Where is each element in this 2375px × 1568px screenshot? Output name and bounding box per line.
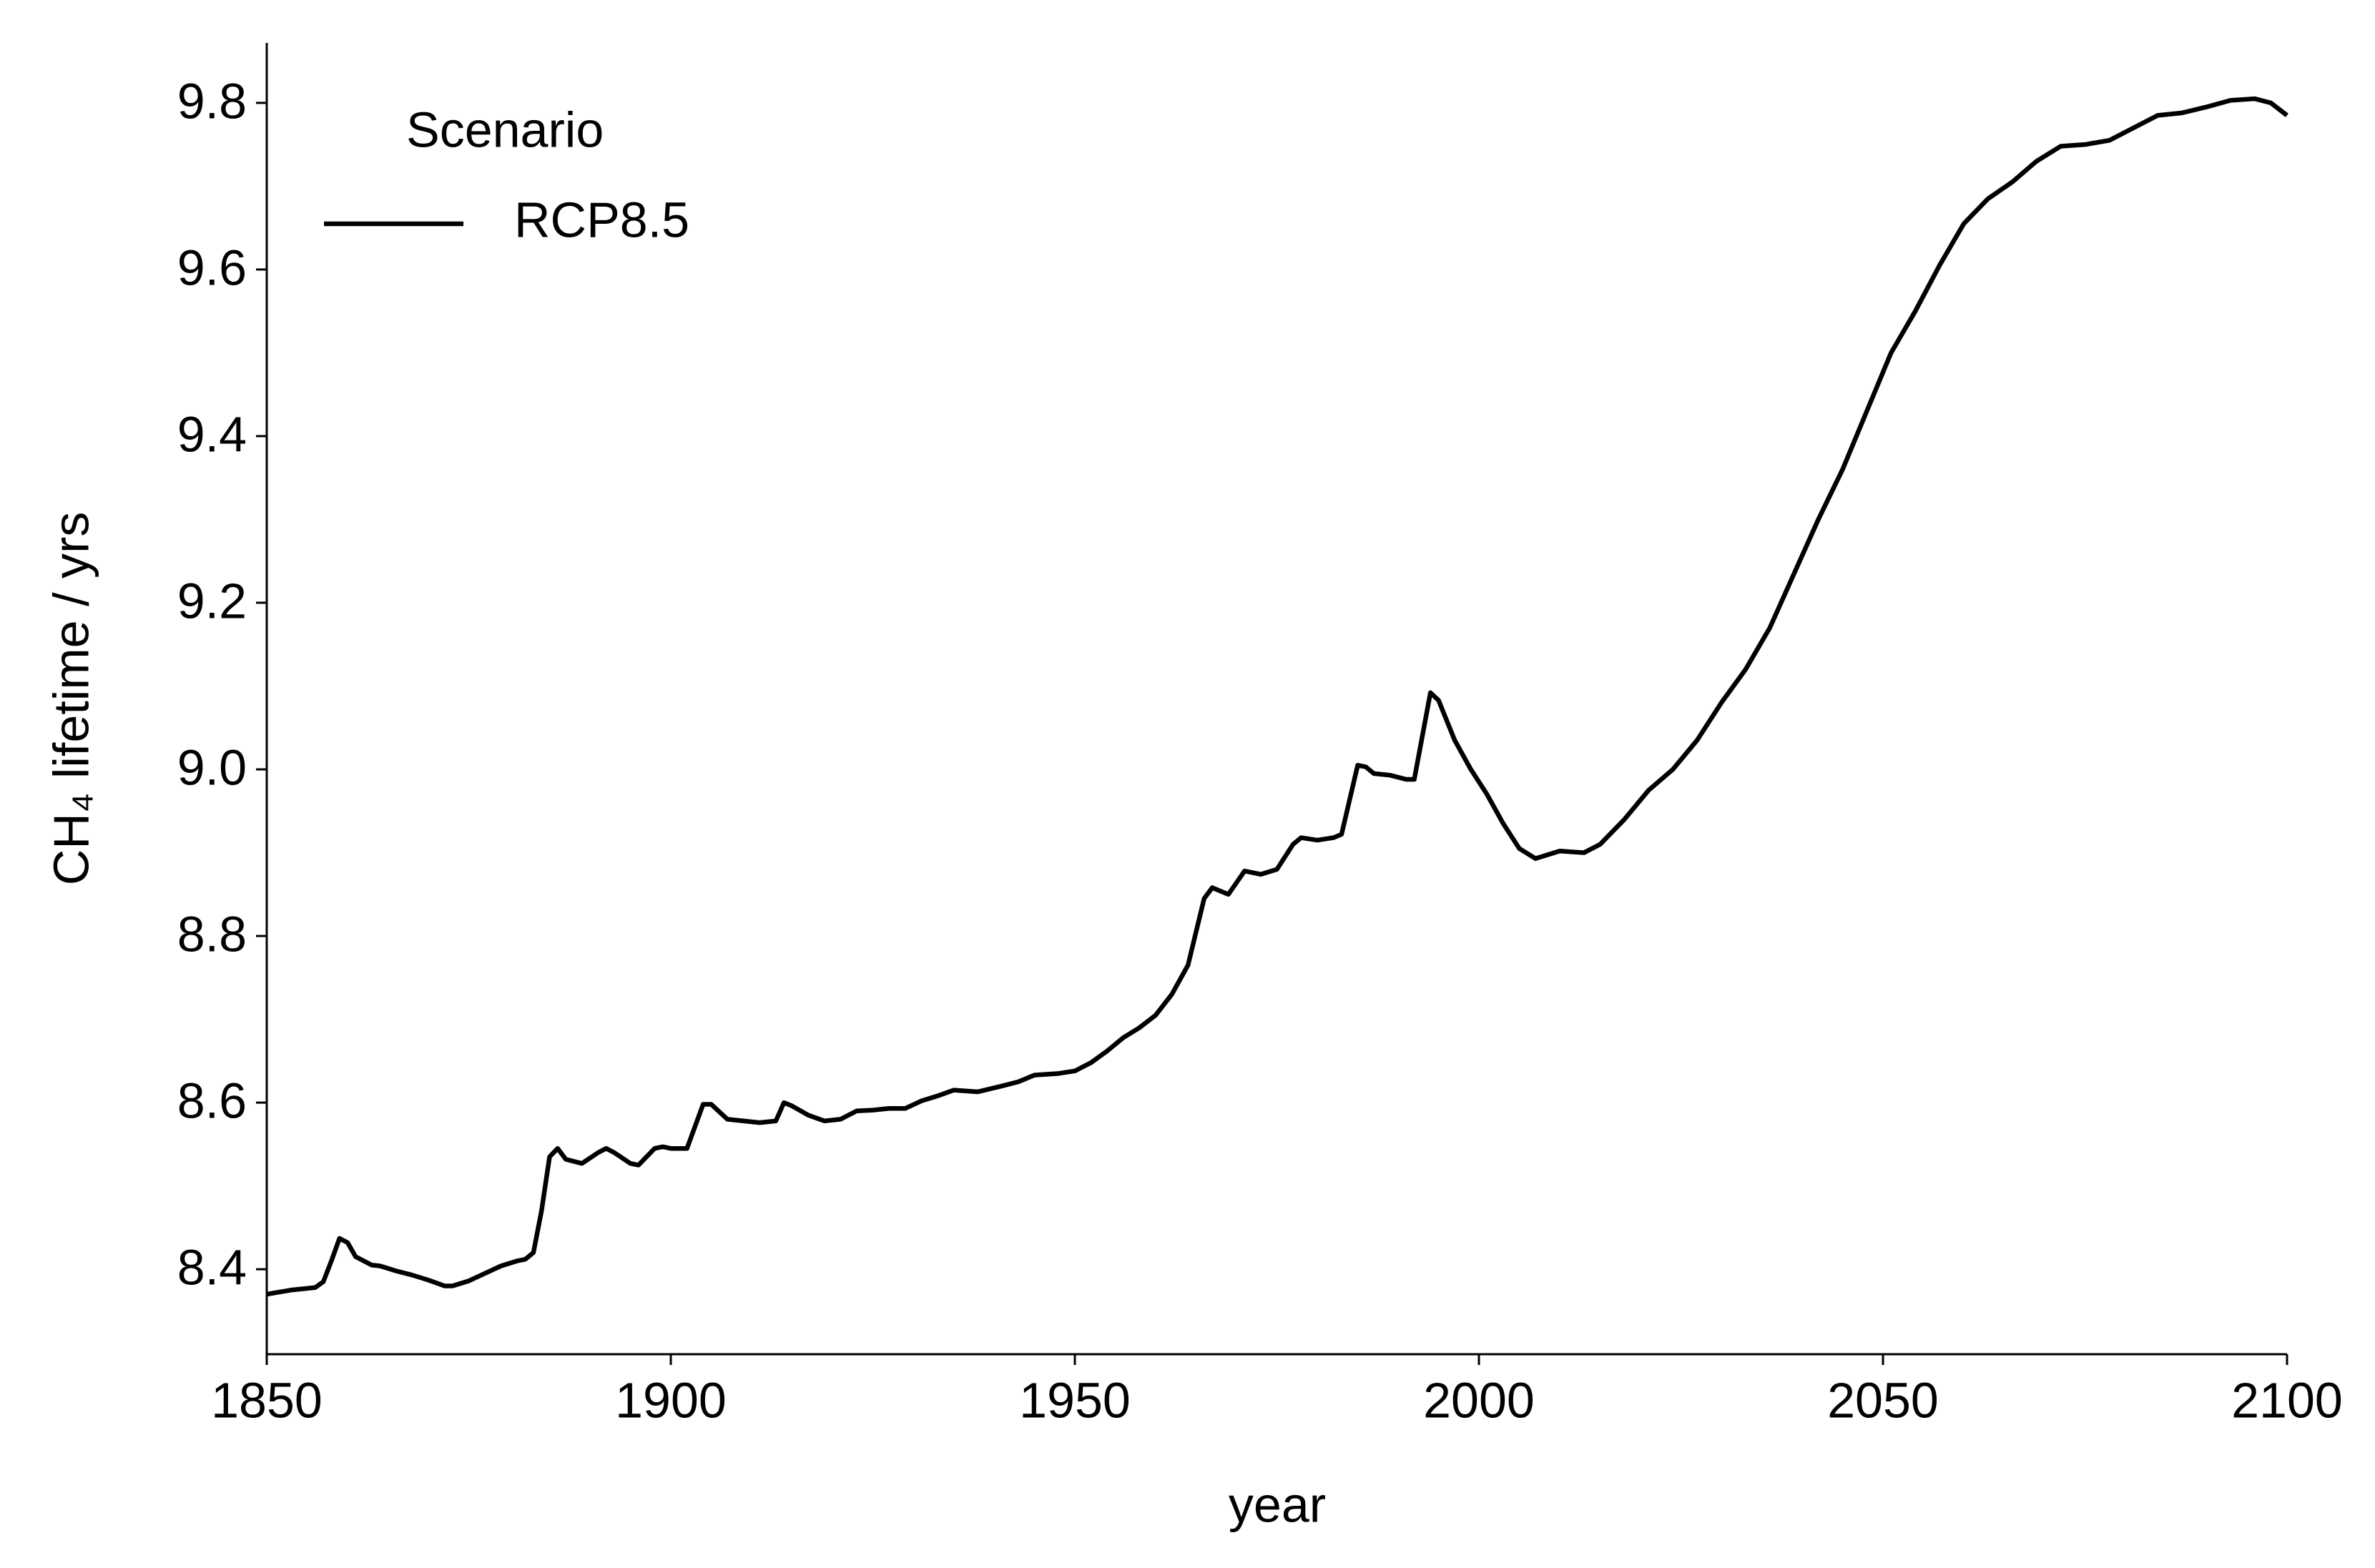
x-tick-label: 1900 — [615, 1372, 727, 1428]
y-axis-label: CH₄ lifetime / yrs — [43, 512, 99, 886]
x-tick-label: 1850 — [211, 1372, 323, 1428]
y-tick-label: 9.6 — [177, 240, 247, 295]
y-tick-label: 8.8 — [177, 907, 247, 962]
legend-label: RCP8.5 — [514, 192, 689, 247]
y-tick-label: 9.8 — [177, 73, 247, 129]
x-tick-label: 2000 — [1423, 1372, 1535, 1428]
y-tick-label: 8.4 — [177, 1240, 247, 1296]
x-axis-label: year — [1229, 1476, 1326, 1532]
y-tick-label: 8.6 — [177, 1073, 247, 1129]
x-tick-label: 2100 — [2231, 1372, 2343, 1428]
y-tick-label: 9.4 — [177, 406, 247, 462]
x-tick-label: 2050 — [1827, 1372, 1939, 1428]
y-tick-label: 9.0 — [177, 740, 247, 796]
y-tick-label: 9.2 — [177, 573, 247, 628]
x-tick-label: 1950 — [1019, 1372, 1131, 1428]
legend-title: Scenario — [406, 102, 604, 157]
data-line — [266, 96, 2288, 1297]
